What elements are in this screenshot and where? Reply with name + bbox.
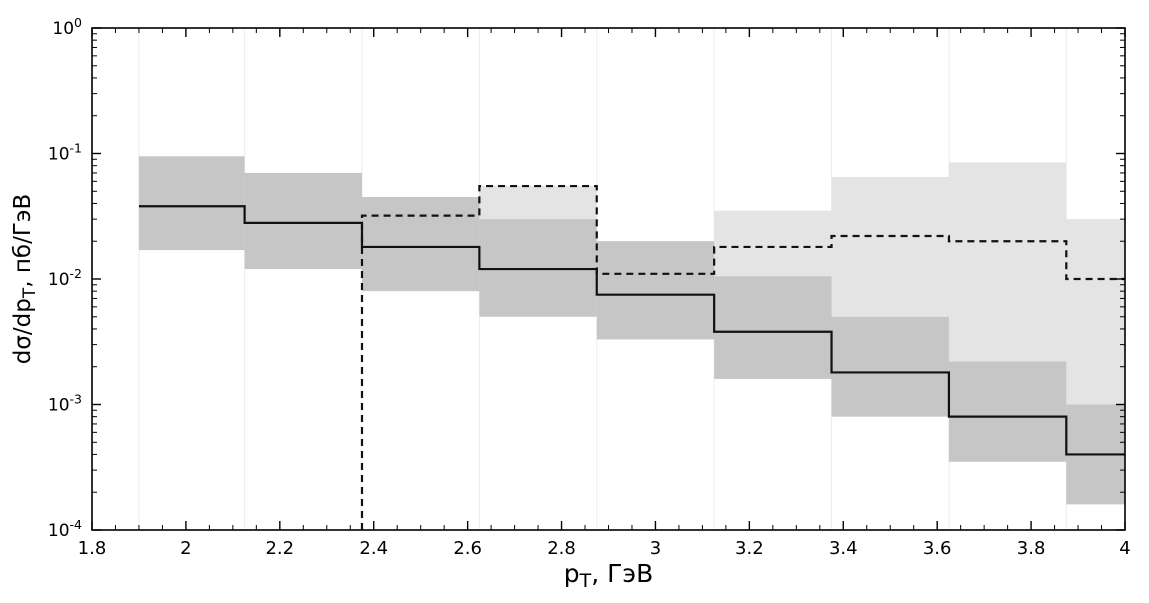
svg-text:3.4: 3.4 bbox=[829, 538, 858, 559]
svg-text:3.2: 3.2 bbox=[735, 538, 764, 559]
solid-measurement-step-line bbox=[138, 205, 1125, 456]
svg-text:10-4: 10-4 bbox=[48, 517, 82, 541]
svg-text:4: 4 bbox=[1119, 538, 1130, 559]
svg-text:10-2: 10-2 bbox=[48, 266, 82, 290]
x-axis-label: pT, ГэВ bbox=[564, 559, 654, 592]
svg-text:3.6: 3.6 bbox=[923, 538, 952, 559]
solid-measurement-uncertainty-band bbox=[138, 156, 1125, 505]
y-axis-minor-ticks bbox=[92, 33, 1125, 493]
y-axis-tick-labels: 100 10-1 10-2 10-3 10-4 bbox=[48, 15, 82, 541]
svg-text:2.2: 2.2 bbox=[265, 538, 294, 559]
svg-text:3.8: 3.8 bbox=[1017, 538, 1046, 559]
svg-text:1.8: 1.8 bbox=[78, 538, 107, 559]
svg-text:100: 100 bbox=[52, 15, 82, 39]
svg-text:10-1: 10-1 bbox=[48, 141, 82, 165]
y-axis-major-ticks bbox=[92, 27, 1125, 531]
svg-text:3: 3 bbox=[650, 538, 661, 559]
x-axis-minor-ticks bbox=[114, 28, 1103, 530]
svg-text:2: 2 bbox=[180, 538, 191, 559]
svg-text:2.4: 2.4 bbox=[359, 538, 388, 559]
svg-text:10-3: 10-3 bbox=[48, 392, 82, 416]
svg-text:2.8: 2.8 bbox=[547, 538, 576, 559]
x-axis-tick-labels: 1.8 2 2.2 2.4 2.6 2.8 3 3.2 3.4 3.6 3.8 4 bbox=[78, 538, 1131, 559]
dashed-prediction-step-line bbox=[360, 184, 1125, 530]
svg-text:2.6: 2.6 bbox=[453, 538, 482, 559]
y-axis-label: dσ/dpT, пб/ГэВ bbox=[10, 194, 40, 365]
x-axis-major-ticks bbox=[91, 28, 1126, 530]
